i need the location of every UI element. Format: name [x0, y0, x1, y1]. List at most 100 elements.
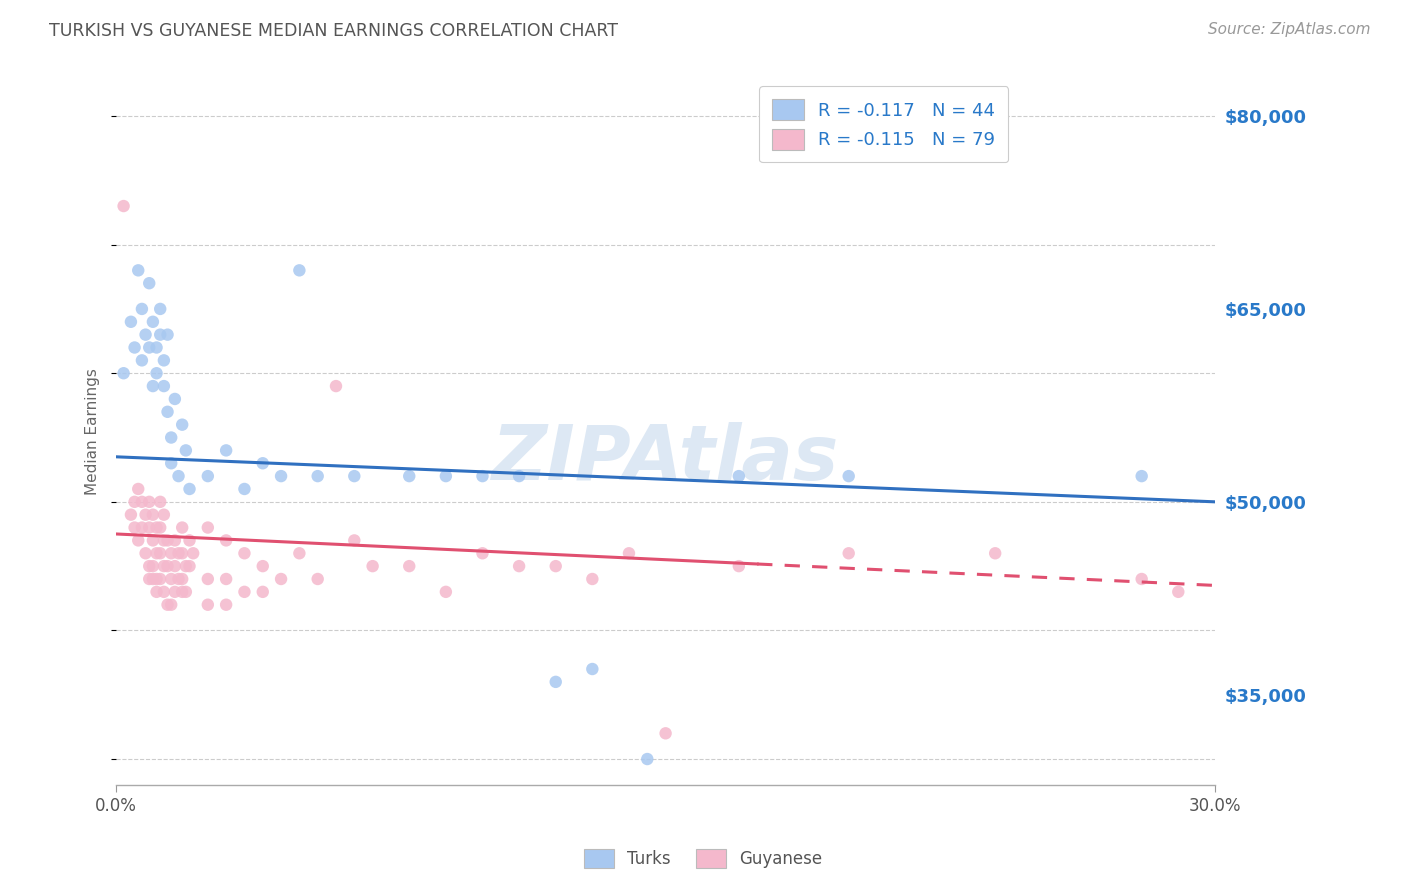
Point: [145, 585, 167, 599]
Point: [160, 456, 183, 470]
Point: [288, 263, 311, 277]
Point: [135, 546, 157, 560]
Point: [153, 508, 176, 522]
Point: [197, 572, 219, 586]
Point: [343, 533, 366, 548]
Point: [131, 353, 153, 368]
Point: [145, 366, 167, 380]
Text: TURKISH VS GUYANESE MEDIAN EARNINGS CORRELATION CHART: TURKISH VS GUYANESE MEDIAN EARNINGS CORR…: [49, 22, 619, 40]
Point: [124, 495, 146, 509]
Point: [325, 379, 347, 393]
Point: [142, 533, 165, 548]
Point: [149, 327, 172, 342]
Point: [398, 469, 420, 483]
Point: [174, 585, 197, 599]
Point: [197, 469, 219, 483]
Point: [197, 598, 219, 612]
Point: [138, 341, 160, 355]
Point: [131, 495, 153, 509]
Point: [160, 546, 183, 560]
Point: [174, 443, 197, 458]
Point: [179, 533, 201, 548]
Point: [127, 533, 149, 548]
Point: [252, 585, 274, 599]
Text: ZIPAtlas: ZIPAtlas: [492, 423, 839, 496]
Point: [145, 520, 167, 534]
Point: [361, 559, 384, 574]
Point: [270, 572, 292, 586]
Point: [167, 469, 190, 483]
Point: [1130, 469, 1153, 483]
Point: [131, 301, 153, 316]
Point: [112, 366, 135, 380]
Point: [138, 495, 160, 509]
Point: [544, 559, 567, 574]
Point: [434, 469, 457, 483]
Point: [984, 546, 1007, 560]
Point: [1167, 585, 1189, 599]
Point: [156, 559, 179, 574]
Point: [127, 263, 149, 277]
Point: [654, 726, 676, 740]
Point: [149, 572, 172, 586]
Point: [142, 572, 165, 586]
Point: [156, 327, 179, 342]
Point: [233, 585, 256, 599]
Point: [120, 508, 142, 522]
Point: [153, 559, 176, 574]
Point: [172, 585, 194, 599]
Point: [233, 546, 256, 560]
Point: [343, 469, 366, 483]
Point: [471, 469, 494, 483]
Point: [581, 572, 603, 586]
Point: [149, 546, 172, 560]
Text: Source: ZipAtlas.com: Source: ZipAtlas.com: [1208, 22, 1371, 37]
Point: [156, 598, 179, 612]
Point: [181, 546, 204, 560]
Point: [727, 469, 749, 483]
Point: [252, 456, 274, 470]
Point: [288, 546, 311, 560]
Point: [138, 559, 160, 574]
Point: [167, 546, 190, 560]
Point: [233, 482, 256, 496]
Point: [307, 469, 329, 483]
Point: [131, 520, 153, 534]
Legend: Turks, Guyanese: Turks, Guyanese: [576, 842, 830, 875]
Point: [471, 546, 494, 560]
Point: [167, 572, 190, 586]
Point: [145, 546, 167, 560]
Point: [163, 392, 186, 406]
Point: [163, 533, 186, 548]
Point: [197, 520, 219, 534]
Point: [172, 520, 194, 534]
Point: [617, 546, 640, 560]
Point: [138, 572, 160, 586]
Point: [160, 572, 183, 586]
Point: [163, 559, 186, 574]
Point: [156, 533, 179, 548]
Point: [179, 559, 201, 574]
Point: [1130, 572, 1153, 586]
Point: [160, 598, 183, 612]
Point: [124, 341, 146, 355]
Point: [145, 572, 167, 586]
Point: [434, 585, 457, 599]
Point: [163, 585, 186, 599]
Point: [153, 353, 176, 368]
Point: [149, 495, 172, 509]
Point: [179, 482, 201, 496]
Point: [544, 674, 567, 689]
Point: [135, 508, 157, 522]
Point: [727, 559, 749, 574]
Point: [120, 315, 142, 329]
Point: [149, 301, 172, 316]
Point: [172, 572, 194, 586]
Point: [142, 315, 165, 329]
Point: [156, 405, 179, 419]
Point: [252, 559, 274, 574]
Point: [174, 559, 197, 574]
Point: [138, 520, 160, 534]
Point: [124, 520, 146, 534]
Legend: R = -0.117   N = 44, R = -0.115   N = 79: R = -0.117 N = 44, R = -0.115 N = 79: [759, 87, 1008, 162]
